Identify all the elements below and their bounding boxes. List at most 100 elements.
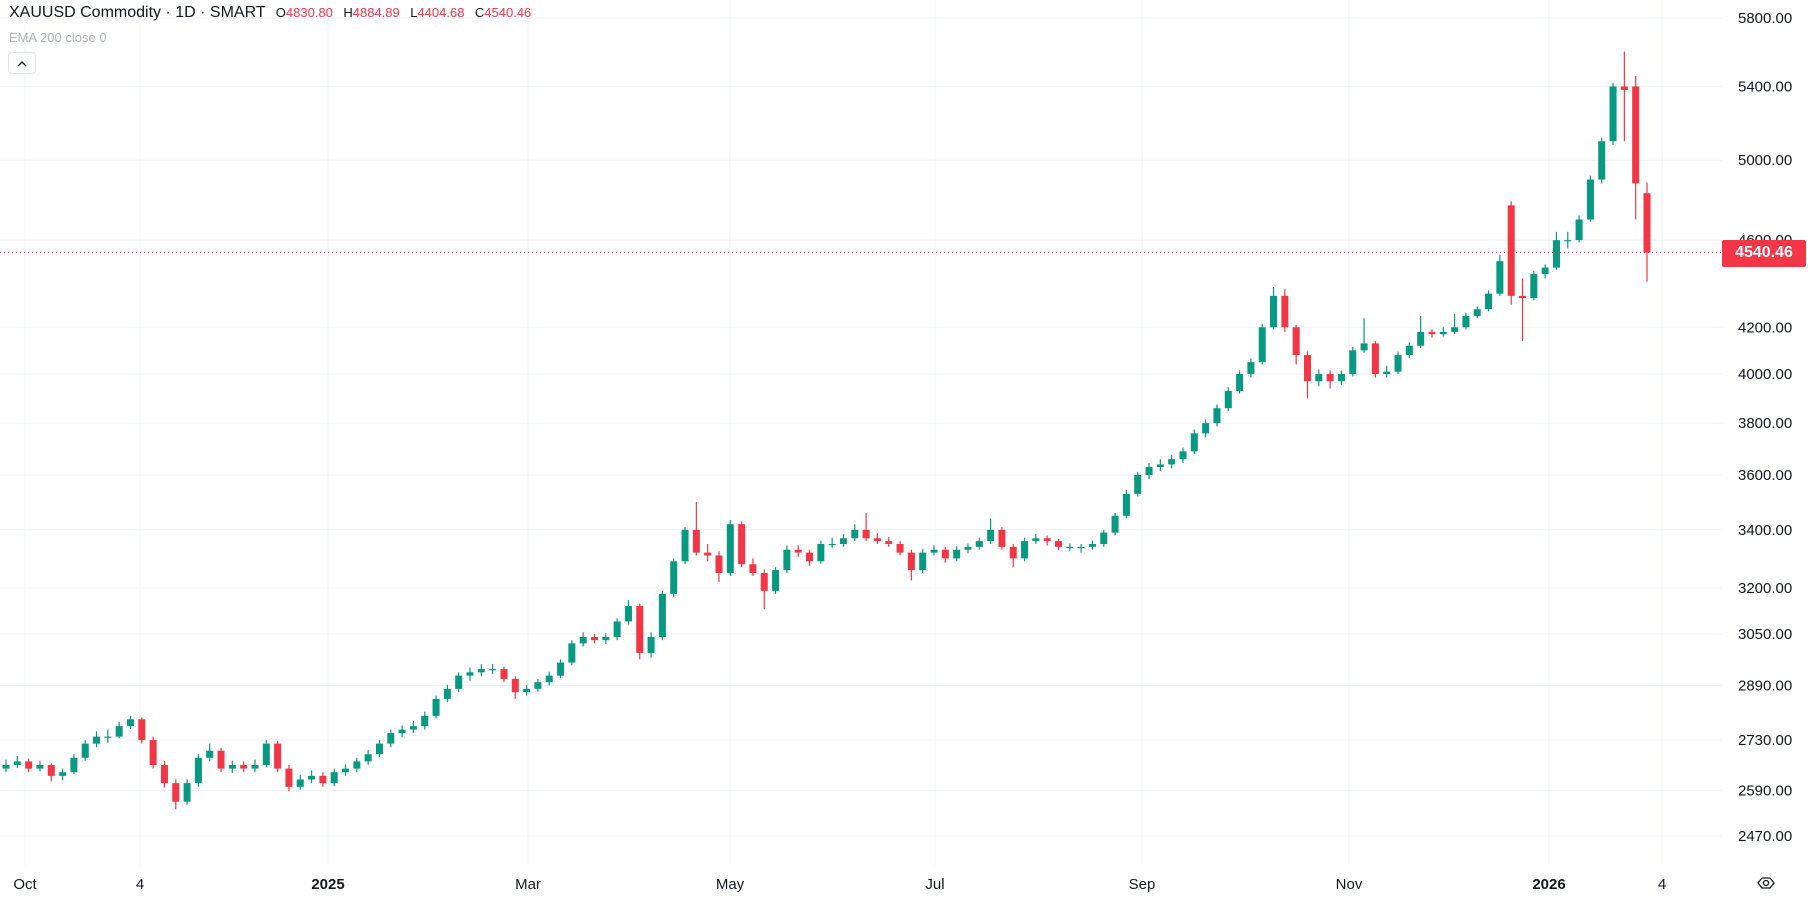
candle [1349,346,1357,377]
price-axis[interactable] [1722,0,1814,865]
candle [1021,537,1029,562]
candle [1122,489,1130,519]
candle [1609,82,1617,146]
candle [1315,369,1323,387]
candle [398,725,406,738]
candle [1586,175,1594,222]
candle [1473,306,1481,319]
candle-body [885,541,893,544]
candle [1202,419,1210,438]
candle [511,676,519,699]
time-axis[interactable] [0,865,1722,905]
candle-body [1032,538,1040,542]
price-tick-label: 3050.00 [1738,626,1792,643]
candle-body [1179,451,1187,460]
candle [568,640,576,666]
candle [839,534,847,547]
candle [783,545,791,574]
time-tick-label: Nov [1336,876,1363,893]
candle-body [907,552,915,571]
candle [1485,290,1493,312]
candle [217,747,225,773]
candle-body [930,549,938,553]
high-value: 4884.89 [352,5,400,20]
candle-body [817,543,825,562]
candle [670,558,678,597]
candle-body [409,726,417,730]
candle-body [319,775,327,784]
candle [375,740,383,758]
candle [296,775,304,790]
candle-body [1360,343,1368,351]
candle-body [387,733,395,744]
candle-body [1281,295,1289,328]
candle [477,664,485,677]
candle [251,759,259,773]
open-label: O [275,5,286,20]
candle-body [1530,274,1538,299]
candle [1236,370,1244,394]
candle-body [1202,423,1210,434]
candle [817,540,825,564]
candle [1337,370,1345,385]
grid-lines [0,0,1722,865]
price-tick-label: 4000.00 [1738,366,1792,383]
candle [885,536,893,547]
candle-body [636,606,644,653]
candle [704,543,712,562]
candle [806,549,814,566]
candle [1530,270,1538,301]
candle-body [274,743,282,769]
candle-body [13,761,21,765]
candle [409,720,417,734]
candle [692,502,700,556]
candle-body [296,779,304,787]
candle-body [975,541,983,547]
symbol-legend: XAUUSD Commodity · 1D · SMART O4830.80 H… [9,4,531,22]
candle [36,760,44,772]
candle [1371,341,1379,378]
candle-body [828,543,836,546]
time-axis-ticks: Oct 4 2025 Mar May Jul Sep Nov 2026 4 [13,876,1666,893]
time-tick-label: Jul [925,876,944,893]
candle-body [1270,295,1278,328]
candle [1496,254,1504,296]
price-tick-label: 4200.00 [1738,319,1792,336]
candle [545,671,553,686]
candle-body [93,736,101,744]
candle [1417,315,1425,349]
candle [240,761,248,773]
candle [115,722,123,739]
time-tick-label: 4 [1658,876,1666,893]
candle [1009,543,1017,568]
candle [1575,215,1583,243]
ema-indicator-legend[interactable]: EMA 200 close 0 [9,30,107,45]
candle [579,632,587,647]
candle [1077,543,1085,553]
candle-body [262,743,270,765]
candle-body [738,524,746,565]
candle [862,513,870,542]
candle [636,603,644,660]
candle-body [862,529,870,539]
candle [1564,231,1572,249]
candle-body [1236,374,1244,391]
candle-body [1485,293,1493,310]
price-tick-label: 2730.00 [1738,732,1792,749]
candle [432,695,440,719]
candle-body [1598,141,1606,180]
collapse-legend-button[interactable] [8,52,36,74]
candle-body [1122,493,1130,516]
candle [964,543,972,554]
candle-body [545,675,553,683]
price-tick-label: 5400.00 [1738,78,1792,95]
candle [953,546,961,562]
candle [941,546,949,563]
candle-body [919,552,927,571]
candle-body [1021,541,1029,559]
time-tick-label: 2026 [1532,876,1565,893]
candle-body [81,743,89,758]
settings-icon[interactable] [1755,872,1777,894]
candle-body [115,726,123,737]
